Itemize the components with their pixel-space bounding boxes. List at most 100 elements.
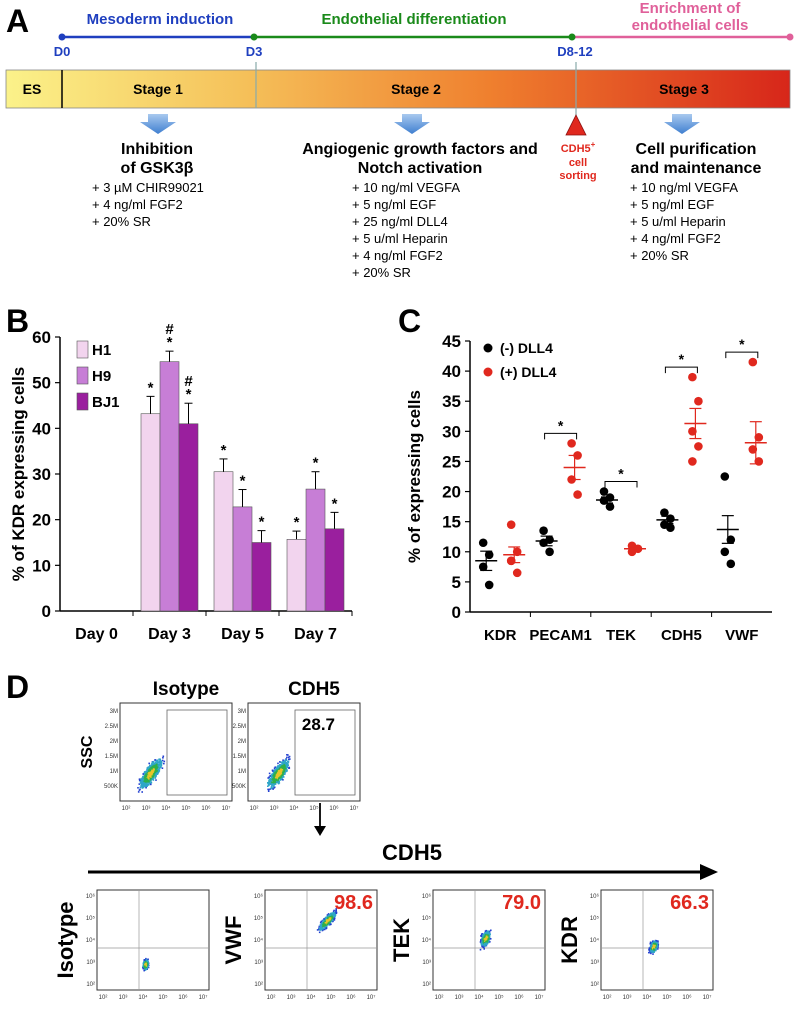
x-tick-label: 10⁵	[158, 994, 168, 1001]
stage-1-label: Stage 1	[133, 81, 183, 97]
event-dot	[327, 916, 329, 919]
event-dot	[276, 772, 279, 774]
event-dot	[324, 922, 327, 924]
event-dot	[327, 914, 329, 916]
cdh5-axis-label: CDH5	[382, 840, 442, 865]
event-dot	[488, 935, 491, 937]
event-dot	[322, 925, 324, 928]
y-tick-label: 30	[442, 422, 461, 441]
event-dot	[271, 784, 273, 787]
down-arrow-icon	[140, 114, 176, 134]
event-dot	[279, 767, 282, 769]
event-dot	[332, 912, 335, 915]
event-dot	[160, 766, 162, 768]
significance-mark: *	[332, 495, 338, 512]
event-dot	[280, 761, 282, 763]
event-dot	[272, 788, 274, 790]
event-dot	[279, 765, 281, 767]
event-dot	[152, 766, 154, 769]
event-dot	[158, 770, 161, 772]
event-dot	[274, 768, 277, 771]
text-line: Inhibition	[121, 141, 193, 158]
event-dot	[330, 914, 332, 916]
event-dot	[282, 770, 285, 773]
y-tick-label: 20	[32, 511, 51, 530]
event-dot	[144, 776, 146, 779]
event-dot	[479, 941, 482, 943]
event-dot	[321, 927, 323, 930]
event-dot	[653, 951, 655, 953]
event-dot	[480, 933, 483, 936]
text-line: cell	[569, 157, 587, 169]
data-point	[748, 445, 758, 454]
event-dot	[487, 940, 490, 943]
panel-a: A Mesoderm induction Endothelial differe…	[5, 0, 794, 280]
event-dot	[157, 772, 159, 774]
data-point	[694, 442, 703, 451]
event-dot	[280, 775, 282, 777]
step2-title: Angiogenic growth factors and Notch activ…	[302, 141, 538, 177]
y-tick-label: 10⁴	[422, 937, 432, 944]
event-dot	[145, 777, 148, 780]
x-tick-label: 10²	[267, 995, 276, 1001]
event-dot	[144, 775, 146, 777]
event-dot	[328, 919, 330, 922]
event-dot	[142, 775, 144, 778]
x-tick-label: 10⁷	[199, 994, 208, 1001]
event-cloud	[479, 929, 492, 951]
significance-bracket	[725, 351, 759, 359]
event-dot	[648, 947, 651, 950]
event-dot	[143, 782, 145, 784]
event-dot	[144, 785, 147, 787]
x-tick-label: 10²	[435, 995, 444, 1001]
event-cloud	[137, 755, 166, 793]
bar	[159, 361, 180, 612]
event-dot	[149, 764, 151, 767]
event-dot	[479, 948, 482, 951]
event-dot	[649, 942, 652, 945]
panel-letter-c: C	[398, 303, 421, 339]
event-dot	[489, 941, 491, 943]
data-point	[545, 547, 554, 557]
x-tick-label: 10³	[287, 995, 296, 1001]
event-dot	[279, 772, 281, 774]
warning-triangle-icon	[565, 114, 587, 136]
event-dot	[322, 920, 325, 922]
event-dot	[146, 770, 148, 772]
event-dot	[271, 773, 274, 775]
event-dot	[147, 966, 150, 969]
step3-list: + 10 ng/ml VEGFA + 5 ng/ml EGF + 5 u/ml He…	[630, 180, 738, 263]
marker-percentage: 66.3	[670, 892, 709, 914]
event-dot	[268, 782, 271, 784]
event-dot	[277, 765, 280, 768]
text-line: + 20% SR	[630, 248, 689, 263]
event-dot	[142, 966, 144, 969]
data-point	[720, 472, 730, 481]
event-dot	[155, 775, 157, 778]
event-dot	[284, 767, 287, 770]
event-dot	[650, 945, 653, 948]
event-dot	[151, 771, 154, 773]
event-dot	[140, 779, 142, 782]
event-dot	[155, 768, 157, 771]
event-dot	[153, 767, 156, 769]
event-dot	[272, 781, 275, 784]
y-tick-label: 1M	[238, 769, 246, 775]
event-dot	[153, 770, 156, 772]
event-dot	[138, 783, 141, 785]
bar	[305, 488, 326, 612]
event-dot	[318, 931, 321, 934]
event-dot	[280, 770, 283, 772]
event-dot	[144, 961, 147, 964]
x-tick-label: 10⁵	[662, 994, 672, 1001]
event-dot	[142, 785, 144, 787]
event-dot	[481, 945, 484, 948]
event-dot	[140, 778, 142, 781]
event-dot	[271, 781, 273, 784]
event-dot	[320, 920, 322, 923]
event-dot	[482, 946, 485, 949]
event-dot	[143, 772, 145, 775]
event-dot	[277, 770, 280, 772]
text-line: + 25 ng/ml DLL4	[352, 214, 448, 229]
significance-bracket	[664, 366, 698, 374]
